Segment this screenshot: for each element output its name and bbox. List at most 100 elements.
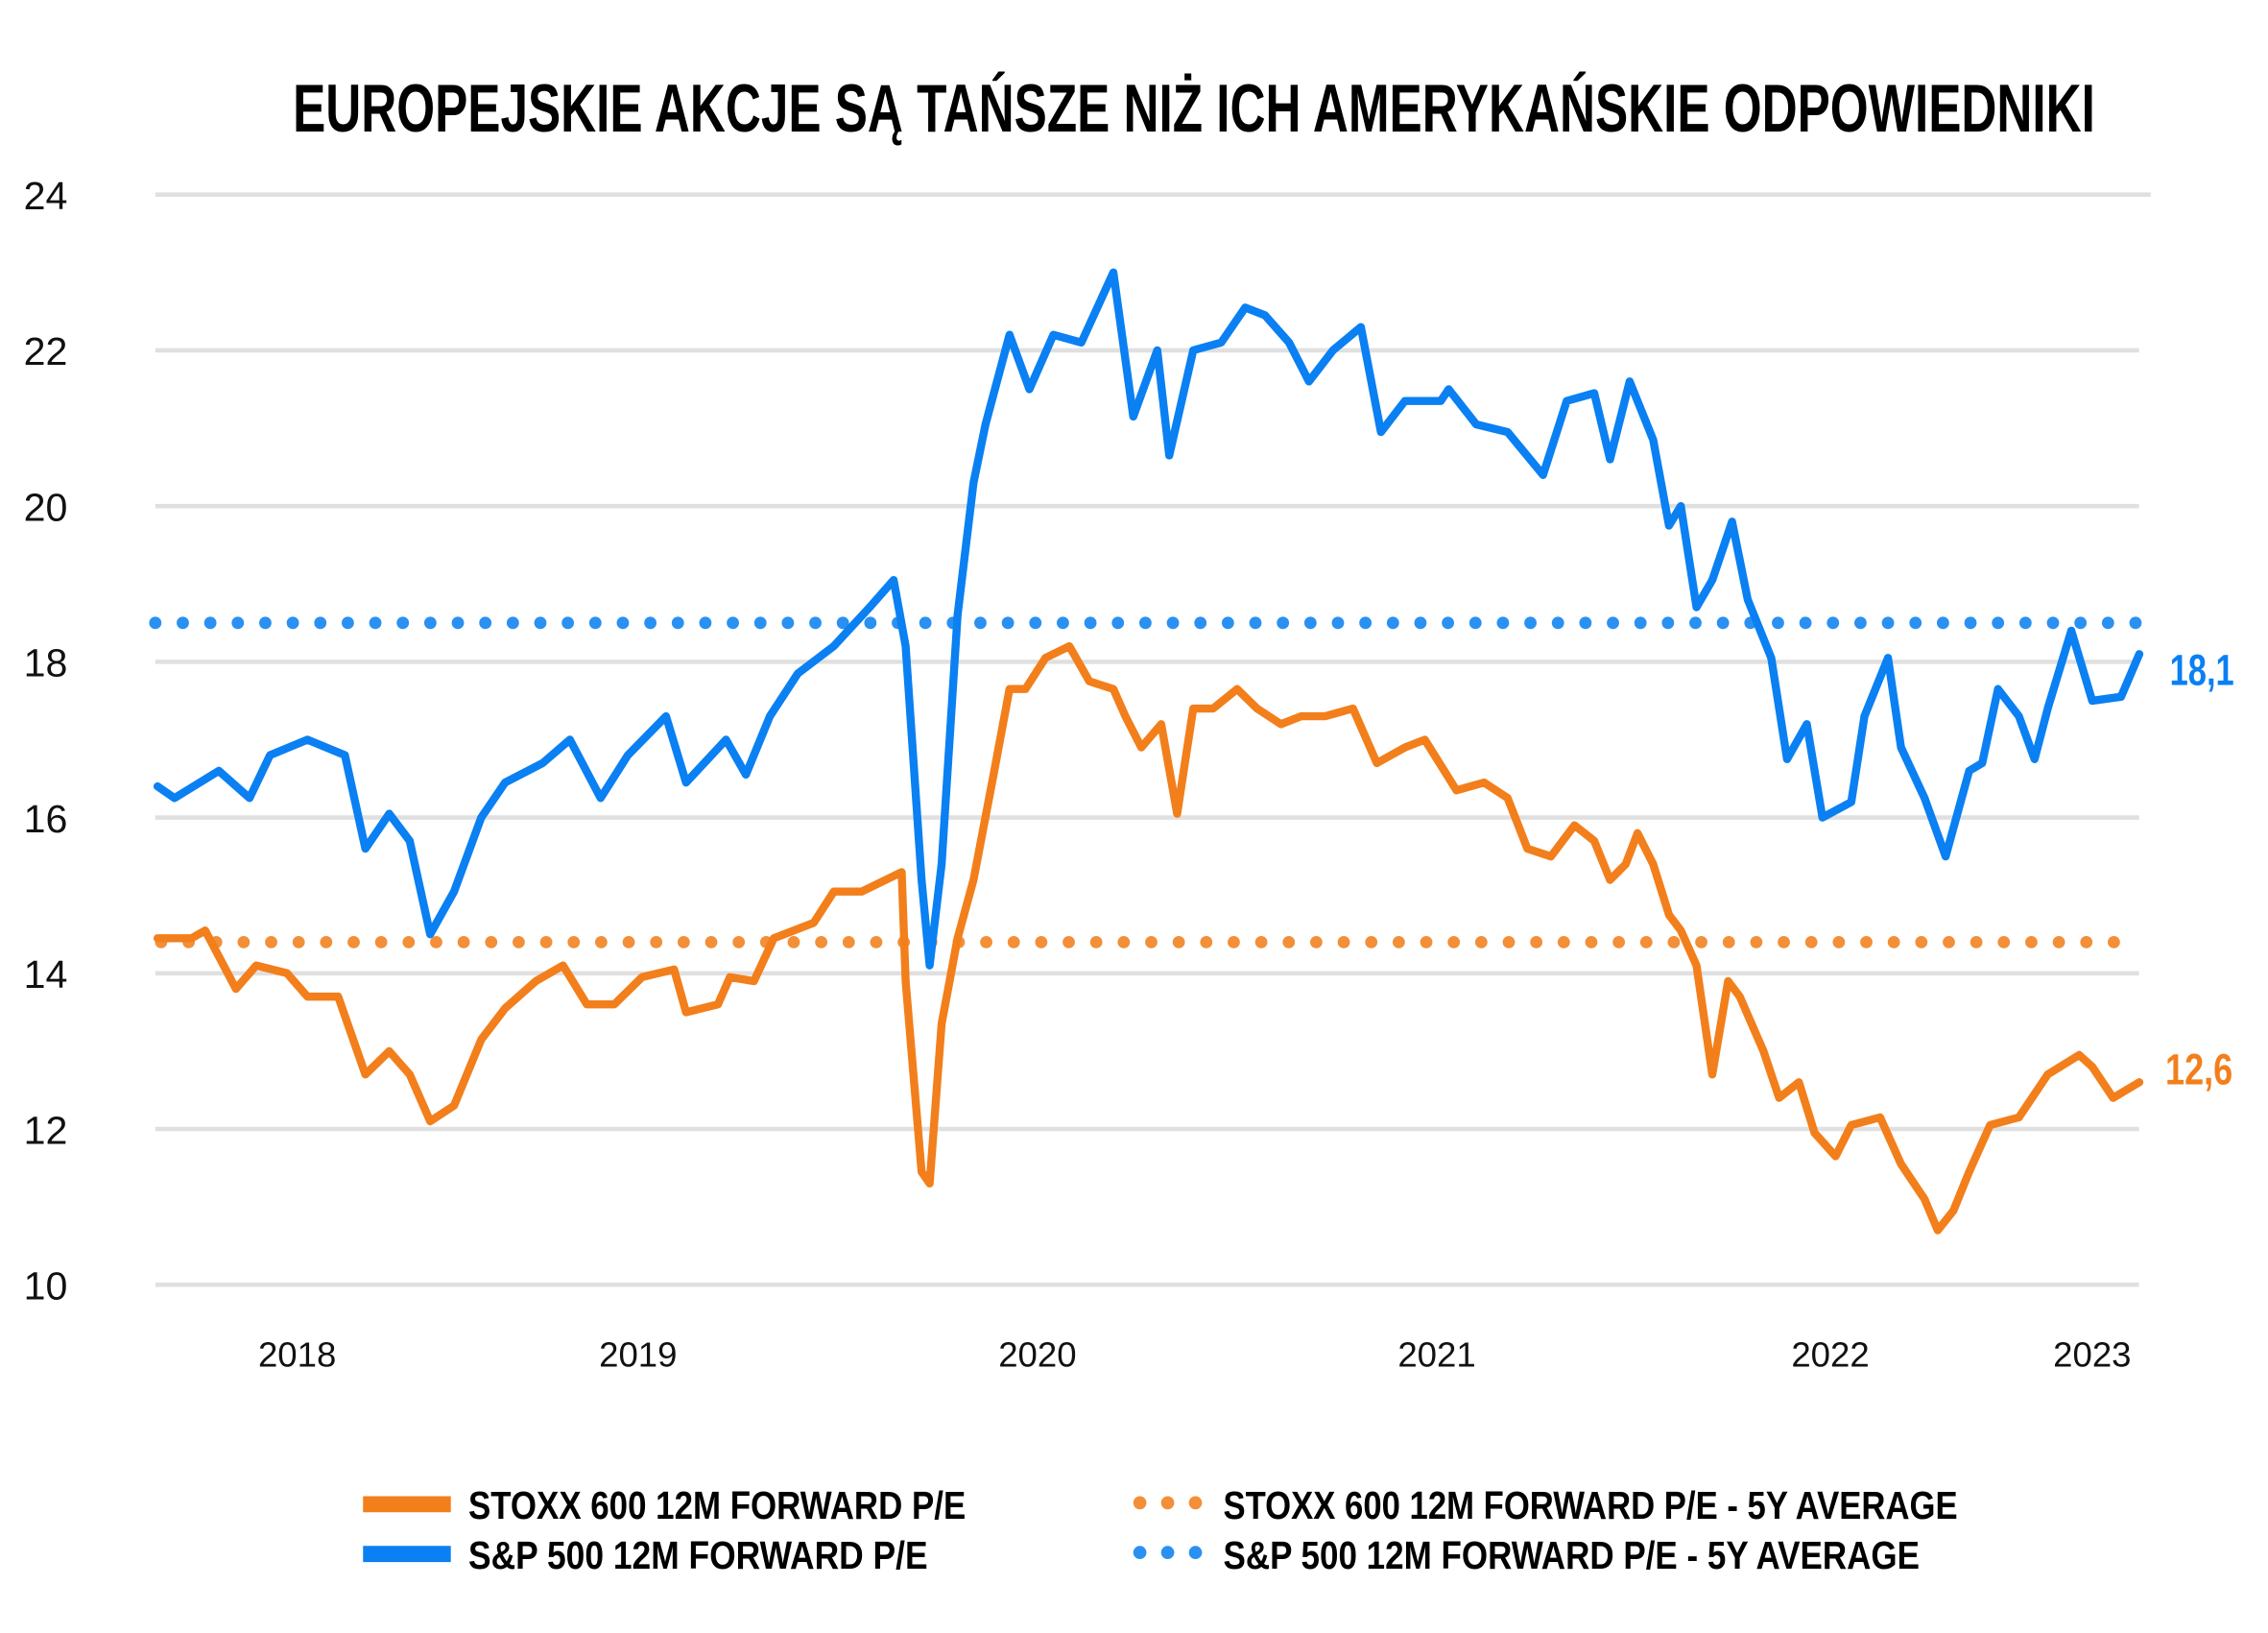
average-dot bbox=[1639, 935, 1653, 949]
average-dot bbox=[1778, 935, 1790, 949]
legend-label-sp500: S&P 500 12M FORWARD P/E bbox=[468, 1533, 928, 1577]
y-tick-label: 22 bbox=[24, 329, 68, 373]
average-dot bbox=[842, 935, 855, 949]
x-tick-label: 2019 bbox=[599, 1335, 677, 1375]
average-dot bbox=[1474, 935, 1488, 949]
x-tick-label: 2018 bbox=[258, 1335, 336, 1375]
average-dot bbox=[1667, 935, 1681, 949]
average-dot bbox=[1442, 616, 1454, 630]
average-dot bbox=[451, 616, 465, 630]
average-dot bbox=[1524, 616, 1537, 630]
series-lines bbox=[153, 268, 2144, 1235]
average-dot bbox=[1007, 935, 1020, 949]
average-dot bbox=[1138, 616, 1152, 630]
average-dot bbox=[1832, 935, 1846, 949]
average-dot bbox=[753, 616, 767, 630]
average-dot bbox=[1695, 935, 1707, 949]
average-dot bbox=[1772, 616, 1784, 630]
y-tick-label: 10 bbox=[24, 1263, 68, 1308]
average-dot bbox=[732, 935, 746, 949]
y-tick-label: 14 bbox=[24, 952, 68, 997]
average-dot bbox=[2129, 616, 2142, 630]
sp500-line bbox=[153, 268, 2144, 970]
average-dot bbox=[2046, 616, 2060, 630]
average-dot bbox=[1386, 616, 1399, 630]
average-dot bbox=[974, 616, 987, 630]
average-dot bbox=[265, 935, 277, 949]
average-dot bbox=[479, 616, 492, 630]
average-dot bbox=[1579, 616, 1592, 630]
average-dot bbox=[1200, 935, 1213, 949]
average-dot bbox=[1551, 616, 1564, 630]
average-dot bbox=[1634, 616, 1647, 630]
average-dot bbox=[588, 616, 602, 630]
legend: STOXX 600 12M FORWARD P/E S&P 500 12M FO… bbox=[363, 1483, 1958, 1577]
average-dot bbox=[1282, 935, 1296, 949]
legend-dot bbox=[1133, 1546, 1147, 1560]
average-dot bbox=[1414, 616, 1427, 630]
average-dot bbox=[2025, 935, 2038, 949]
average-dot bbox=[237, 935, 251, 949]
average-dot bbox=[1530, 935, 1543, 949]
average-dot bbox=[1804, 935, 1818, 949]
average-dot bbox=[1585, 935, 1598, 949]
average-dot bbox=[1915, 935, 1928, 949]
average-dot bbox=[622, 935, 635, 949]
average-dot bbox=[1970, 935, 1983, 949]
sp500-end-label: 18,1 bbox=[2170, 645, 2234, 694]
y-tick-label: 12 bbox=[24, 1108, 68, 1152]
average-dot bbox=[836, 616, 849, 630]
average-dot bbox=[2101, 616, 2114, 630]
average-dot bbox=[980, 935, 992, 949]
legend-label-sp500-average: S&P 500 12M FORWARD P/E - 5Y AVERAGE bbox=[1223, 1533, 1920, 1577]
average-dot bbox=[1607, 616, 1619, 630]
x-tick-label: 2021 bbox=[1397, 1335, 1475, 1375]
average-dot bbox=[677, 935, 690, 949]
average-dot bbox=[1277, 616, 1290, 630]
average-dot bbox=[1964, 616, 1977, 630]
average-dot bbox=[815, 935, 828, 949]
average-dot bbox=[1057, 616, 1069, 630]
average-dot bbox=[457, 935, 470, 949]
average-dot bbox=[864, 616, 877, 630]
average-dot bbox=[2052, 935, 2065, 949]
average-dot bbox=[1089, 935, 1103, 949]
average-dot bbox=[369, 616, 382, 630]
average-dot bbox=[1420, 935, 1433, 949]
average-dot bbox=[787, 935, 800, 949]
average-dot bbox=[149, 616, 162, 630]
average-dot bbox=[1111, 616, 1125, 630]
average-dot bbox=[1194, 616, 1207, 630]
x-tick-label: 2020 bbox=[998, 1335, 1076, 1375]
average-dot bbox=[1716, 616, 1730, 630]
average-dot bbox=[644, 616, 657, 630]
average-dot bbox=[2018, 616, 2032, 630]
average-dot bbox=[1166, 616, 1180, 630]
average-dot bbox=[1359, 616, 1373, 630]
average-dot bbox=[1722, 935, 1735, 949]
average-dot bbox=[1228, 935, 1240, 949]
average-dot bbox=[1145, 935, 1158, 949]
average-dot bbox=[1997, 935, 2011, 949]
average-dot bbox=[704, 935, 718, 949]
average-dot bbox=[1365, 935, 1378, 949]
average-dot bbox=[561, 616, 575, 630]
average-dot bbox=[1172, 935, 1185, 949]
average-dot bbox=[781, 616, 795, 630]
y-axis-ticks: 24 22 20 18 16 14 12 10 bbox=[24, 174, 68, 1309]
average-dot bbox=[1799, 616, 1812, 630]
average-dot bbox=[1337, 935, 1350, 949]
x-axis-ticks: 2018 2019 2020 2021 2022 2023 bbox=[258, 1335, 2132, 1375]
average-dot bbox=[2080, 935, 2093, 949]
average-dot bbox=[919, 616, 932, 630]
average-dot bbox=[513, 935, 525, 949]
average-dot bbox=[567, 935, 581, 949]
average-dot bbox=[341, 616, 354, 630]
average-dot bbox=[347, 935, 360, 949]
average-dot bbox=[1502, 935, 1516, 949]
average-dot bbox=[423, 616, 437, 630]
stoxx-average-line bbox=[155, 935, 2120, 949]
average-dot bbox=[870, 935, 883, 949]
